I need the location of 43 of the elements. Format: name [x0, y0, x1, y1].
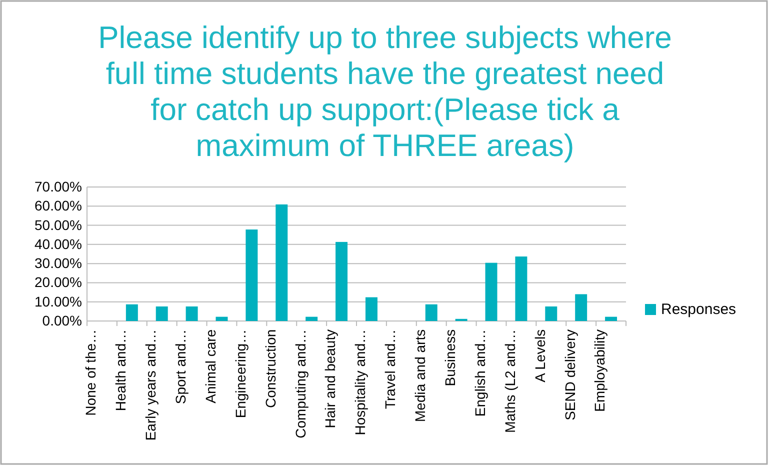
x-tick-label: Maths (L2 and…	[502, 329, 518, 433]
bar	[605, 316, 618, 321]
bar	[545, 306, 558, 321]
x-tick-label: Hospitality and…	[352, 329, 368, 436]
bar	[306, 316, 318, 321]
y-tick-label: 70.00%	[34, 178, 82, 194]
y-tick-label: 60.00%	[34, 198, 82, 214]
chart-title: Please identify up to three subjects where full time students have the greatest need for catch up support:(Please tick a maximum of THREE areas)	[98, 20, 672, 163]
x-tick-label: Computing and…	[292, 329, 308, 438]
bar	[365, 297, 378, 321]
bar	[336, 242, 348, 321]
y-tick-label: 10.00%	[34, 293, 82, 310]
bar	[425, 304, 438, 321]
legend-label: Responses	[661, 301, 736, 318]
y-tick-label: 50.00%	[34, 216, 82, 233]
x-tick-label: Early years and…	[142, 329, 159, 441]
bar	[276, 204, 288, 321]
x-tick-label: Animal care	[202, 329, 218, 404]
x-tick-label: Engineering…	[232, 329, 248, 418]
bar	[575, 294, 588, 321]
y-tick-label: 30.00%	[34, 255, 82, 272]
x-tick-label: Employability	[592, 329, 608, 412]
bar	[246, 229, 258, 321]
y-tick-label: 40.00%	[34, 236, 82, 252]
bar	[485, 262, 498, 321]
bar	[216, 316, 228, 321]
x-tick-label: Sport and…	[172, 329, 189, 404]
x-tick-label: SEND delivery	[562, 329, 578, 420]
x-tick-label: A Levels	[532, 329, 548, 382]
bar	[126, 304, 138, 321]
x-tick-label: Hair and beauty	[322, 329, 338, 428]
x-tick-label: Construction	[262, 329, 278, 408]
bar	[515, 256, 528, 321]
y-tick-label: 20.00%	[34, 274, 82, 290]
y-tick-label: 0.00%	[42, 312, 82, 328]
x-tick-label: Travel and…	[382, 329, 398, 410]
x-tick-label: Media and arts	[412, 329, 428, 422]
x-tick-label: Health and…	[112, 329, 129, 412]
bar	[186, 306, 198, 321]
x-tick-label: Business	[442, 329, 458, 386]
bar	[156, 306, 168, 321]
x-tick-label: English and…	[472, 329, 488, 417]
x-tick-label: None of the…	[82, 329, 99, 416]
